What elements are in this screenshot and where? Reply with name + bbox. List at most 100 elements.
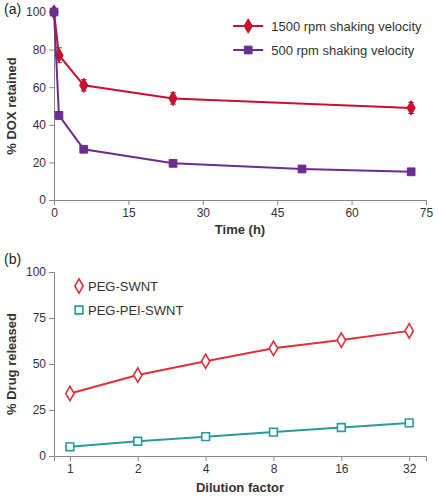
legend-item: 500 rpm shaking velocity (233, 43, 415, 58)
x-tick-mark (426, 200, 427, 205)
legend: 1500 rpm shaking velocity 500 rpm shaking… (233, 19, 422, 58)
y-tick-label: 75 (33, 311, 47, 325)
data-point (407, 101, 415, 115)
x-tick-label: 2 (135, 462, 142, 476)
series-line (70, 423, 409, 447)
data-point (405, 419, 413, 427)
y-axis-line (49, 273, 55, 457)
y-tick-mark (49, 318, 54, 319)
y-axis: 0 20 40 60 80 100 (26, 5, 55, 207)
x-tick-mark (138, 456, 139, 461)
legend-item: PEG-PEI-SWNT (75, 303, 183, 318)
y-tick: 75 (33, 311, 54, 325)
y-tick: 80 (33, 43, 54, 57)
data-point (201, 354, 209, 368)
data-point (337, 424, 345, 432)
error-bar (56, 112, 62, 120)
x-tick-label: 16 (335, 462, 349, 476)
panel-title: (b) (4, 251, 21, 267)
y-tick-mark (49, 456, 54, 457)
legend-marker (244, 19, 252, 33)
data-point (337, 333, 345, 347)
y-tick-label: 0 (39, 193, 46, 207)
data-point (405, 324, 413, 338)
legend-label: PEG-PEI-SWNT (88, 303, 183, 318)
x-tick: 2 (135, 456, 142, 476)
figure: (a)01530456075020406080100Time (h)% DOX … (0, 0, 438, 500)
x-axis-line (55, 201, 427, 206)
x-tick-mark (203, 200, 204, 205)
panel: (a) 0 15 30 45 60 75 0 20 40 60 80 100 Time (h) % DOX … (4, 1, 433, 237)
legend-marker (244, 46, 252, 54)
x-tick: 8 (271, 456, 278, 476)
x-tick-label: 30 (197, 206, 211, 220)
y-tick: 100 (26, 265, 54, 279)
x-tick-mark (352, 200, 353, 205)
x-tick-label: 0 (51, 206, 58, 220)
x-tick-mark (409, 456, 410, 461)
y-tick-label: 100 (26, 5, 46, 19)
y-tick-label: 0 (39, 449, 46, 463)
data-point (270, 428, 278, 436)
y-tick-label: 25 (33, 403, 47, 417)
y-tick-label: 20 (33, 156, 47, 170)
x-tick-label: 32 (403, 462, 417, 476)
y-tick: 60 (33, 81, 54, 95)
panel-title: (a) (4, 1, 21, 17)
series-line (70, 331, 409, 394)
y-tick: 0 (39, 449, 54, 463)
series-line (54, 12, 411, 172)
legend-marker (75, 279, 83, 293)
x-tick-mark (206, 456, 207, 461)
legend-marker (75, 306, 83, 314)
data-point (298, 165, 306, 173)
y-axis-line (49, 13, 55, 201)
x-tick-mark (277, 200, 278, 205)
y-tick-mark (49, 364, 54, 365)
legend-label: 500 rpm shaking velocity (271, 43, 415, 58)
x-tick: 45 (271, 200, 285, 220)
legend: PEG-SWNT PEG-PEI-SWNT (75, 279, 184, 318)
data-point (66, 443, 74, 451)
legend-label: PEG-SWNT (88, 279, 158, 294)
data-point (169, 159, 177, 167)
data-point (66, 386, 74, 400)
x-tick-mark (341, 456, 342, 461)
x-tick: 60 (345, 200, 359, 220)
x-tick-label: 15 (122, 206, 136, 220)
x-tick: 75 (420, 200, 434, 220)
y-axis-title: % DOX retained (4, 57, 19, 155)
x-tick: 0 (51, 200, 58, 220)
y-tick-mark (49, 272, 54, 273)
x-tick: 1 (67, 456, 74, 476)
x-tick: 32 (403, 456, 417, 476)
x-tick-label: 75 (420, 206, 434, 220)
x-axis-title: Dilution factor (196, 480, 284, 495)
data-point (407, 168, 415, 176)
data-point (50, 8, 58, 16)
x-tick-mark (128, 200, 129, 205)
legend-item: PEG-SWNT (75, 279, 158, 294)
y-tick-label: 50 (33, 357, 47, 371)
y-tick: 25 (33, 403, 54, 417)
y-tick: 50 (33, 357, 54, 371)
data-point (269, 341, 277, 355)
x-axis-title: Time (h) (215, 222, 265, 237)
data-point (169, 91, 177, 105)
x-axis-line (55, 457, 427, 462)
y-axis-title: % Drug released (4, 313, 19, 415)
y-tick: 40 (33, 118, 54, 132)
x-tick-label: 60 (345, 206, 359, 220)
legend-label: 1500 rpm shaking velocity (271, 19, 422, 34)
data-point (55, 112, 63, 120)
x-tick-label: 1 (67, 462, 74, 476)
plot-area (66, 324, 414, 451)
data-point (80, 78, 88, 92)
x-tick: 4 (203, 456, 210, 476)
y-tick-mark (49, 50, 54, 51)
x-tick: 16 (335, 456, 349, 476)
data-point (134, 437, 142, 445)
x-tick-mark (273, 456, 274, 461)
y-tick-mark (49, 162, 54, 163)
y-tick-mark (49, 125, 54, 126)
